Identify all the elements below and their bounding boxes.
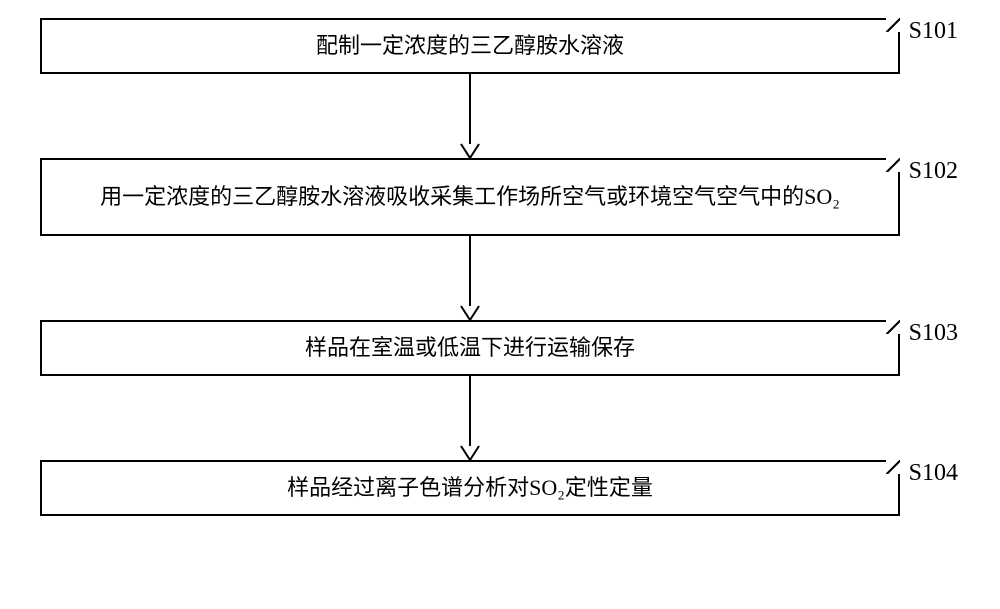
step-text: 样品经过离子色谱分析对SO₂定性定量: [287, 472, 653, 504]
flowchart-container: 配制一定浓度的三乙醇胺水溶液 S101 用一定浓度的三乙醇胺水溶液吸收采集工作场…: [40, 18, 960, 516]
arrow-icon: [458, 376, 482, 460]
step-label: S101: [909, 14, 958, 49]
arrow-s101-s102: [40, 74, 900, 158]
step-text: 样品在室温或低温下进行运输保存: [305, 332, 635, 364]
step-label: S102: [909, 154, 958, 189]
arrow-s102-s103: [40, 236, 900, 320]
step-box-s102: 用一定浓度的三乙醇胺水溶液吸收采集工作场所空气或环境空气空气中的SO₂ S102: [40, 158, 900, 236]
arrow-icon: [458, 236, 482, 320]
arrow-icon: [458, 74, 482, 158]
step-text: 配制一定浓度的三乙醇胺水溶液: [316, 30, 624, 62]
box-notch: [886, 320, 900, 334]
box-notch: [886, 18, 900, 32]
box-notch: [886, 460, 900, 474]
step-label: S104: [909, 456, 958, 491]
step-text: 用一定浓度的三乙醇胺水溶液吸收采集工作场所空气或环境空气空气中的SO₂: [100, 181, 840, 213]
arrow-s103-s104: [40, 376, 900, 460]
step-box-s101: 配制一定浓度的三乙醇胺水溶液 S101: [40, 18, 900, 74]
box-notch: [886, 158, 900, 172]
step-box-s104: 样品经过离子色谱分析对SO₂定性定量 S104: [40, 460, 900, 516]
step-box-s103: 样品在室温或低温下进行运输保存 S103: [40, 320, 900, 376]
step-label: S103: [909, 316, 958, 351]
